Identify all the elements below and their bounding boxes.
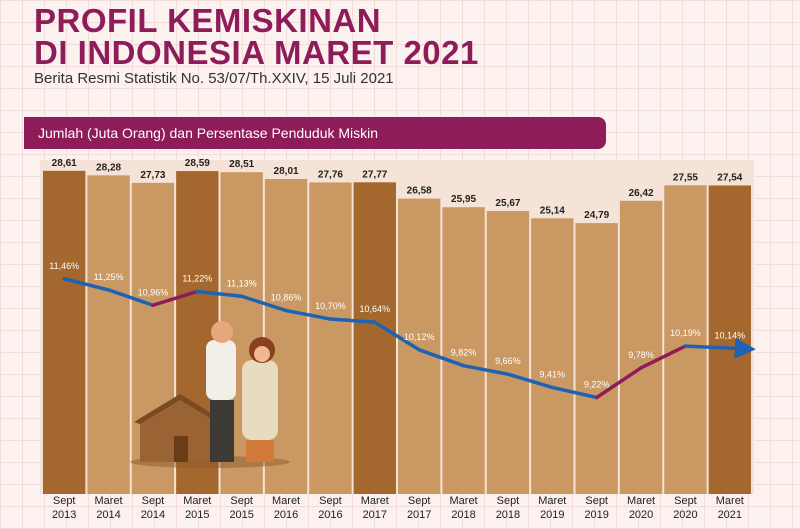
line-value-label: 10,12% bbox=[404, 332, 435, 342]
line-value-label: 9,41% bbox=[540, 369, 566, 379]
bar-value-label: 25,67 bbox=[495, 198, 520, 209]
line-segment bbox=[683, 337, 756, 359]
x-tick-label: Sept 2016 bbox=[318, 495, 343, 521]
line-value-label: 11,25% bbox=[94, 272, 124, 282]
line-segment bbox=[151, 289, 200, 308]
line-segment bbox=[373, 320, 421, 352]
bar bbox=[309, 182, 352, 495]
line-value-label: 10,96% bbox=[138, 287, 169, 297]
line-value-label: 10,86% bbox=[271, 293, 302, 303]
x-tick-label: Sept 2013 bbox=[51, 495, 77, 521]
line-value-label: 10,19% bbox=[670, 328, 701, 338]
bar bbox=[575, 223, 618, 494]
x-tick-label: Maret 2015 bbox=[183, 495, 212, 521]
line-segment bbox=[417, 348, 466, 368]
x-tick-label: Maret 2014 bbox=[94, 495, 123, 521]
line-segment bbox=[461, 363, 510, 376]
bar bbox=[87, 175, 130, 494]
bar-value-label: 28,51 bbox=[229, 159, 254, 170]
x-tick-label: Maret 2016 bbox=[272, 495, 301, 521]
line-segment bbox=[328, 317, 377, 324]
bar-value-label: 27,73 bbox=[140, 170, 165, 181]
bar-value-label: 28,28 bbox=[96, 162, 121, 173]
bar-value-label: 25,95 bbox=[451, 194, 476, 205]
line-value-label: 9,82% bbox=[451, 348, 477, 358]
title-line: DI INDONESIA MARET 2021 bbox=[34, 34, 479, 71]
bar-value-label: 28,59 bbox=[185, 158, 210, 169]
line-segment bbox=[62, 277, 111, 292]
illustration bbox=[130, 321, 290, 468]
bar-value-label: 27,54 bbox=[717, 172, 742, 183]
bar bbox=[531, 218, 574, 494]
line-segment bbox=[284, 308, 333, 321]
line-segment bbox=[550, 385, 599, 400]
line-value-label: 10,14% bbox=[715, 331, 746, 341]
line-segment bbox=[106, 288, 155, 308]
line-value-label: 11,46% bbox=[49, 261, 79, 271]
x-tick-label: Sept 2020 bbox=[673, 495, 698, 521]
line-value-label: 11,22% bbox=[182, 273, 212, 283]
x-tick-label: Maret 2019 bbox=[538, 495, 567, 521]
bar-value-label: 27,76 bbox=[318, 169, 343, 180]
line-value-label: 11,13% bbox=[227, 278, 257, 288]
x-tick-label: Maret 2020 bbox=[627, 495, 656, 521]
bar-value-label: 24,79 bbox=[584, 210, 609, 221]
x-tick-label: Maret 2017 bbox=[360, 495, 389, 521]
line-value-label: 9,66% bbox=[495, 356, 521, 366]
line-segment bbox=[506, 372, 555, 390]
x-tick-label: Sept 2019 bbox=[584, 495, 609, 521]
banner: Jumlah (Juta Orang) dan Persentase Pendu… bbox=[24, 117, 606, 149]
line-value-label: 9,22% bbox=[584, 380, 610, 390]
bar-value-label: 28,01 bbox=[274, 166, 299, 177]
bar-value-label: 26,58 bbox=[407, 186, 432, 197]
bar bbox=[664, 185, 707, 494]
bar bbox=[353, 182, 396, 494]
x-tick-label: Sept 2015 bbox=[229, 495, 254, 521]
bar-value-label: 28,61 bbox=[52, 158, 77, 169]
bar-value-label: 27,77 bbox=[362, 169, 387, 180]
line-segment bbox=[639, 344, 688, 370]
bar-value-label: 25,14 bbox=[540, 205, 565, 216]
bar-value-label: 26,42 bbox=[629, 188, 654, 199]
x-tick-label: Maret 2018 bbox=[449, 495, 478, 521]
x-tick-label: Sept 2017 bbox=[406, 495, 432, 521]
x-tick-label: Maret 2021 bbox=[715, 495, 744, 521]
line-value-label: 9,78% bbox=[628, 350, 654, 360]
bar bbox=[619, 200, 663, 494]
bar bbox=[486, 211, 530, 494]
subtitle: Berita Resmi Statistik No. 53/07/Th.XXIV… bbox=[34, 70, 394, 87]
line-value-label: 10,64% bbox=[360, 304, 391, 314]
line-segment bbox=[594, 366, 643, 400]
bar bbox=[442, 207, 485, 494]
line-segment bbox=[239, 294, 288, 313]
x-tick-label: Sept 2014 bbox=[140, 495, 166, 521]
title-line: PROFIL KEMISKINAN bbox=[34, 2, 382, 39]
line-segment bbox=[195, 289, 244, 299]
bar bbox=[43, 170, 86, 494]
bar bbox=[398, 198, 441, 495]
line-value-label: 10,70% bbox=[315, 301, 346, 311]
x-tick-label: Sept 2018 bbox=[495, 495, 521, 521]
bar-value-label: 27,55 bbox=[673, 172, 698, 183]
